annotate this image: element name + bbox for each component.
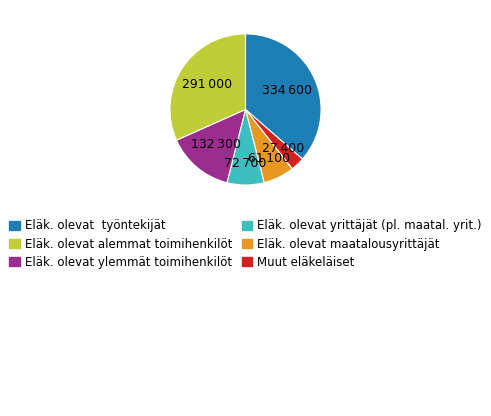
Text: 334 600: 334 600 bbox=[262, 84, 312, 97]
Wedge shape bbox=[246, 109, 302, 169]
Text: 72 700: 72 700 bbox=[224, 157, 267, 170]
Text: 61 100: 61 100 bbox=[248, 152, 291, 165]
Wedge shape bbox=[170, 34, 246, 140]
Text: 132 300: 132 300 bbox=[191, 138, 241, 151]
Text: 291 000: 291 000 bbox=[183, 78, 233, 91]
Wedge shape bbox=[227, 109, 264, 185]
Wedge shape bbox=[246, 109, 292, 183]
Wedge shape bbox=[176, 109, 246, 183]
Legend: Eläk. olevat  työntekijät, Eläk. olevat alemmat toimihenkilöt, Eläk. olevat ylem: Eläk. olevat työntekijät, Eläk. olevat a… bbox=[5, 215, 486, 274]
Wedge shape bbox=[246, 34, 321, 159]
Text: 27 400: 27 400 bbox=[262, 142, 304, 155]
